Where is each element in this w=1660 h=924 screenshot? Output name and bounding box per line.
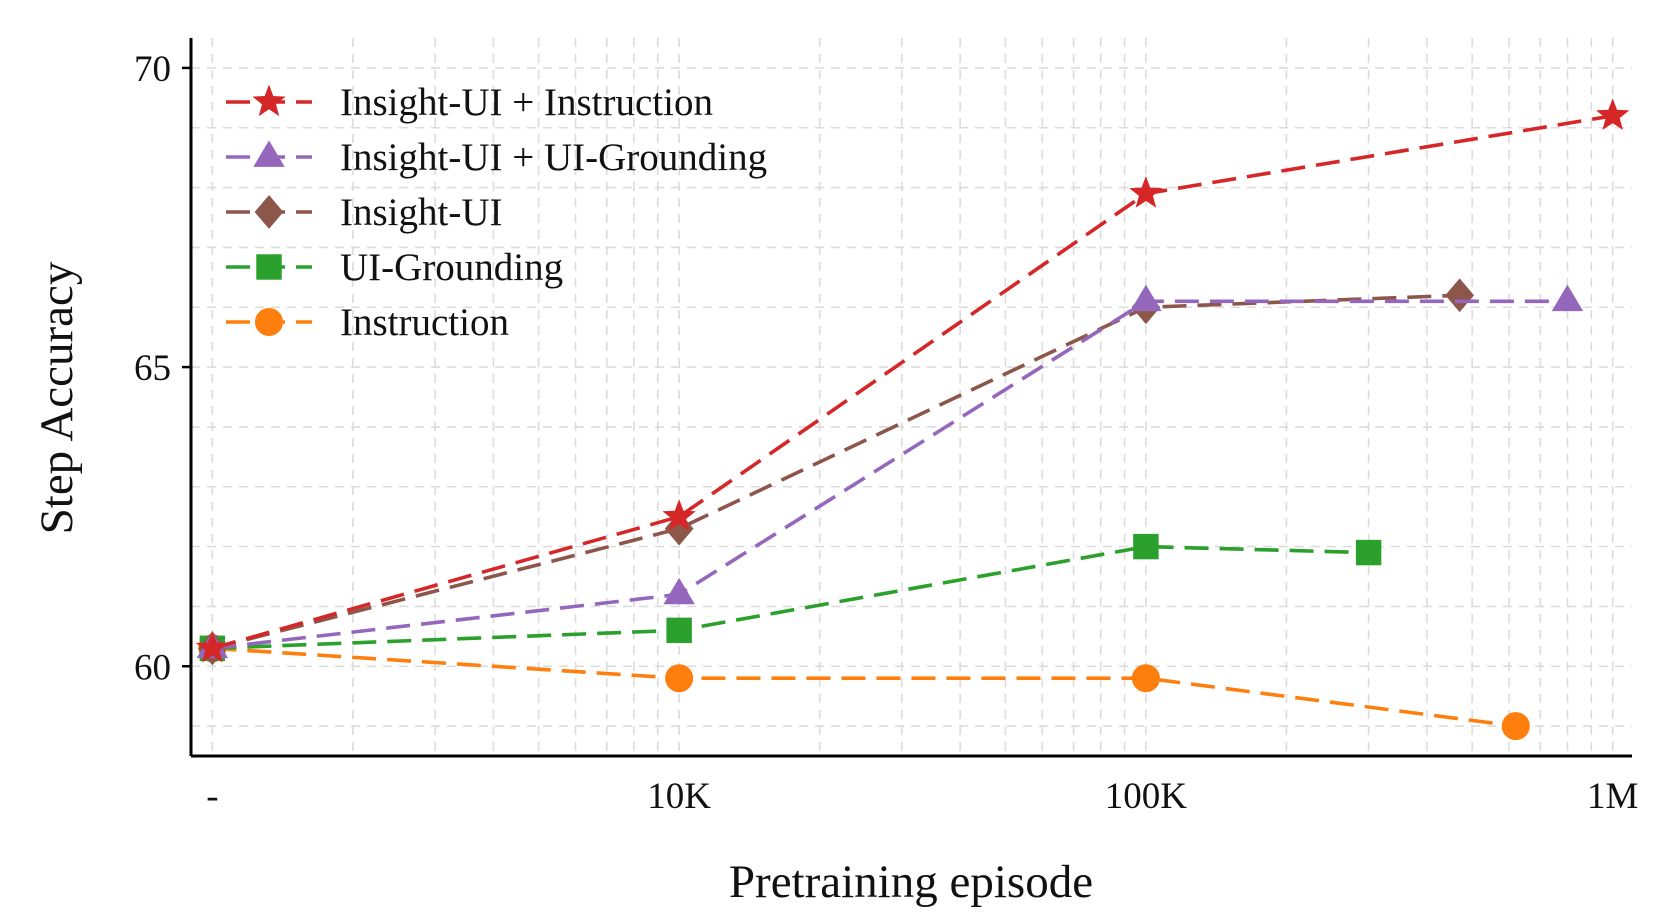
data-point	[1445, 278, 1474, 313]
legend-label: UI-Grounding	[340, 246, 563, 289]
x-tick-label: 10K	[647, 776, 711, 817]
series-line	[212, 299, 1568, 651]
y-tick-label: 70	[134, 49, 171, 90]
series-ui-grounding	[199, 533, 1382, 662]
data-point	[1595, 98, 1630, 130]
data-point	[1131, 664, 1160, 693]
legend-label: Instruction	[340, 301, 509, 344]
data-point	[662, 499, 696, 531]
legend: Insight-UI + Instruction Insight-UI + UI-…	[226, 81, 767, 344]
legend-marker	[256, 254, 282, 280]
legend-marker	[254, 307, 284, 337]
data-point	[663, 577, 695, 605]
data-point	[1133, 533, 1159, 560]
legend-entry: Insight-UI	[226, 191, 502, 234]
x-tick-label: 100K	[1105, 776, 1188, 817]
legend-label: Insight-UI + UI-Grounding	[340, 136, 767, 179]
data-point	[1551, 284, 1584, 312]
data-point	[1129, 176, 1163, 208]
y-tick-label: 60	[134, 647, 171, 688]
series-layer	[195, 98, 1630, 741]
legend-marker	[252, 84, 286, 117]
legend-entry: Instruction	[226, 301, 509, 344]
x-tick-label: -	[206, 776, 218, 817]
y-axis-title: Step Accuracy	[31, 261, 83, 534]
legend-label: Insight-UI + Instruction	[340, 81, 713, 124]
legend-label: Insight-UI	[340, 191, 502, 234]
data-point	[1355, 539, 1382, 566]
data-point	[1501, 712, 1530, 741]
legend-entry: UI-Grounding	[226, 246, 563, 289]
legend-entry: Insight-UI + UI-Grounding	[226, 136, 767, 179]
data-point	[665, 664, 694, 693]
ticks: 60 65 70 - 10K 100K 1M	[134, 49, 1638, 817]
data-point	[1130, 284, 1162, 312]
series-line	[212, 646, 1517, 728]
axes	[189, 38, 1632, 758]
series-line	[212, 544, 1369, 651]
y-tick-label: 65	[134, 348, 171, 389]
x-tick-label: 1M	[1587, 776, 1638, 817]
series-insight-ui-instruction	[195, 98, 1630, 663]
legend-entry: Insight-UI + Instruction	[226, 81, 713, 124]
legend-marker	[253, 140, 285, 167]
data-point	[666, 617, 692, 644]
series-instruction	[198, 634, 1530, 741]
legend-marker	[254, 195, 284, 229]
x-axis-title: Pretraining episode	[729, 856, 1093, 908]
data-point	[195, 630, 230, 663]
